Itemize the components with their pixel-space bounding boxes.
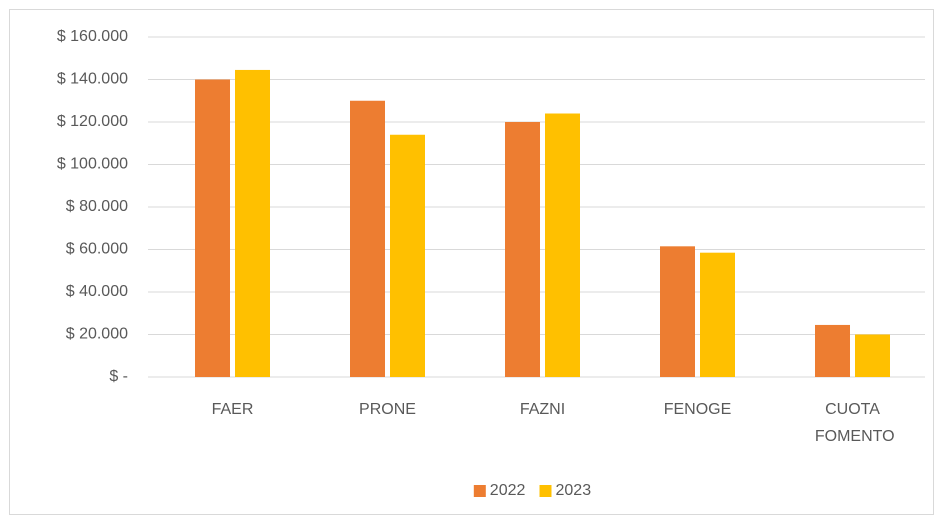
bar <box>815 324 850 377</box>
legend-swatch <box>473 485 486 497</box>
bar <box>660 246 695 377</box>
y-tick-label: $ 160.000 <box>57 28 128 45</box>
x-tick-label: FENOGE <box>664 401 732 418</box>
bar <box>505 122 540 377</box>
y-tick-label: $ 120.000 <box>57 113 128 130</box>
legend-item: 2022 <box>473 482 526 499</box>
chart-frame <box>9 9 934 515</box>
legend-label: 2022 <box>490 482 526 499</box>
bar <box>700 252 735 377</box>
x-tick-label: FAER <box>212 401 254 418</box>
x-tick-label: FAZNI <box>520 401 565 418</box>
bar <box>350 100 385 377</box>
bar <box>235 69 270 377</box>
bar <box>855 334 890 377</box>
y-tick-label: $ 60.000 <box>66 241 128 258</box>
x-tick-label: PRONE <box>359 401 416 418</box>
y-tick-label: $ 80.000 <box>66 198 128 215</box>
y-tick-label: $ 140.000 <box>57 71 128 88</box>
bar <box>195 79 230 377</box>
y-tick-label: $ 40.000 <box>66 283 128 300</box>
bar <box>390 134 425 377</box>
y-tick-label: $ - <box>109 368 128 385</box>
bar <box>545 113 580 377</box>
y-tick-label: $ 100.000 <box>57 156 128 173</box>
y-tick-label: $ 20.000 <box>66 326 128 343</box>
legend-swatch <box>539 485 552 497</box>
legend-label: 2023 <box>556 482 592 499</box>
x-tick-label: CUOTA FOMENTO <box>810 401 894 445</box>
legend-item: 2023 <box>539 482 592 499</box>
